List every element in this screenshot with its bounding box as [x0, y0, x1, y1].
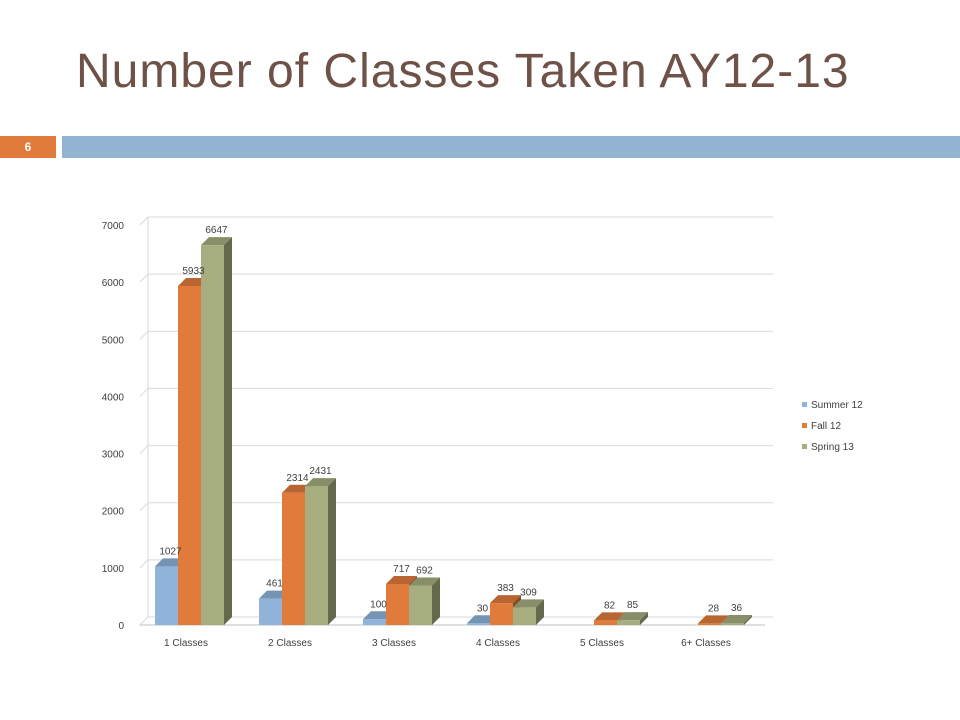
gridline [139, 216, 773, 226]
bar [513, 599, 544, 625]
legend-label: Summer 12 [811, 400, 863, 411]
chart-legend: Summer 12 Fall 12 Spring 13 [802, 400, 863, 453]
chart-bars [155, 237, 752, 625]
bar [721, 614, 752, 625]
data-label: 692 [416, 565, 433, 576]
data-label: 30 [477, 603, 489, 614]
data-label: 461 [266, 579, 283, 590]
header-accent-bar [62, 136, 960, 158]
bar [409, 577, 440, 625]
x-tick-label: 6+ Classes [681, 638, 731, 649]
bar [201, 237, 232, 625]
data-label: 717 [393, 564, 410, 575]
x-tick-label: 2 Classes [268, 638, 312, 649]
data-label: 82 [604, 600, 616, 611]
x-tick-label: 4 Classes [476, 638, 520, 649]
y-tick-label: 5000 [102, 335, 125, 346]
data-label: 36 [731, 603, 743, 614]
data-label: 28 [708, 603, 720, 614]
data-label: 383 [497, 583, 514, 594]
y-tick-label: 6000 [102, 278, 125, 289]
slide-title: Number of Classes Taken AY12-13 [76, 45, 850, 98]
gridline [139, 445, 773, 454]
legend-label: Fall 12 [811, 421, 841, 432]
data-label: 100 [370, 599, 387, 610]
bar [617, 612, 648, 625]
legend-swatch [802, 402, 807, 407]
gridline [139, 616, 773, 626]
gridline [139, 387, 773, 397]
gridline [139, 330, 773, 340]
data-label: 2431 [309, 466, 332, 477]
legend-label: Spring 13 [811, 442, 854, 453]
x-axis: 1 Classes 2 Classes 3 Classes 4 Classes 5 Cl… [164, 638, 731, 649]
legend-swatch [802, 423, 807, 428]
gridline [139, 502, 773, 512]
data-label: 309 [520, 587, 537, 598]
y-tick-label: 2000 [102, 507, 125, 518]
data-label: 2314 [286, 473, 309, 484]
gridline [139, 273, 773, 283]
y-tick-label: 4000 [102, 392, 125, 403]
data-label: 6647 [205, 225, 228, 236]
x-tick-label: 5 Classes [580, 638, 624, 649]
data-label: 85 [627, 600, 639, 611]
data-label: 5933 [182, 266, 205, 277]
x-tick-label: 1 Classes [164, 638, 208, 649]
y-tick-label: 0 [118, 621, 124, 632]
y-tick-label: 7000 [102, 221, 125, 232]
chart-gridlines [139, 216, 773, 626]
gridline [139, 559, 773, 569]
y-axis: 0 1000 2000 3000 4000 5000 6000 7000 [102, 221, 125, 632]
legend-swatch [802, 444, 807, 449]
data-label: 1027 [159, 546, 182, 557]
y-tick-label: 1000 [102, 564, 125, 575]
x-tick-label: 3 Classes [372, 638, 416, 649]
y-tick-label: 3000 [102, 450, 125, 461]
page-number-badge: 6 [0, 136, 56, 158]
bar [305, 478, 336, 625]
